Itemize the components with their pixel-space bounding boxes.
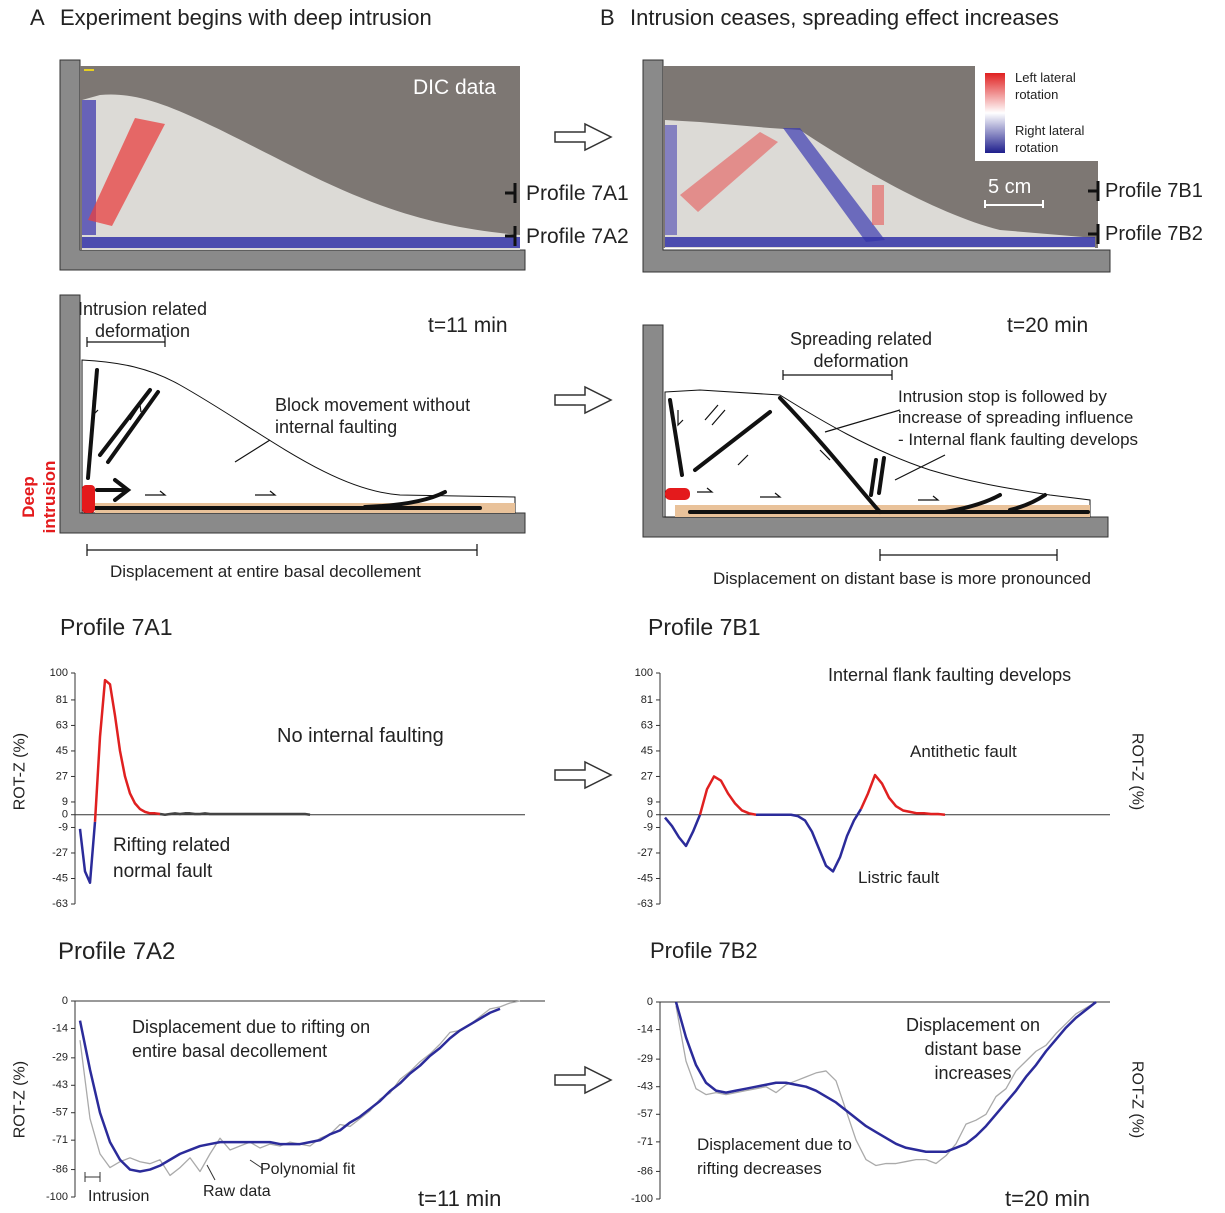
y-tick-label: -14 — [52, 1022, 68, 1034]
dic-image-b — [642, 59, 1111, 273]
y-tick-label: 27 — [56, 770, 68, 782]
y-axis-label: ROT-Z (%) — [11, 1060, 29, 1139]
y-tick-label: -29 — [637, 1053, 653, 1065]
annotation: Intrusion — [88, 1188, 150, 1205]
annotation: Displacement due to rifting on entire ba… — [132, 1017, 371, 1061]
annotation: Spreading related deformation — [789, 329, 933, 371]
y-tick-label: 63 — [56, 719, 68, 731]
y-tick-label: 45 — [641, 745, 653, 757]
data-line — [664, 808, 863, 873]
y-tick-label: 100 — [50, 667, 68, 679]
diagram-b — [642, 324, 1109, 561]
annotation: Intrusion related deformation — [77, 299, 208, 341]
y-tick-label: -57 — [637, 1108, 653, 1120]
time-label: t=20 min — [1005, 1186, 1090, 1211]
annotation: Displacement on distant base increases — [905, 1015, 1041, 1083]
chart-title: Profile 7B1 — [648, 614, 761, 640]
data-line — [93, 678, 161, 822]
panel-label: A — [30, 5, 45, 30]
annotation: Raw data — [203, 1183, 271, 1200]
y-tick-label: -27 — [52, 847, 68, 859]
y-tick-label: 9 — [62, 796, 68, 808]
panel-title: Intrusion ceases, spreading effect incre… — [630, 5, 1059, 30]
y-tick-label: -9 — [58, 821, 68, 833]
time-label: t=20 min — [1007, 314, 1089, 337]
y-tick-label: -45 — [637, 872, 653, 884]
data-line — [675, 1001, 1097, 1167]
y-tick-label: 0 — [62, 995, 68, 1007]
y-tick-label: -71 — [637, 1136, 653, 1148]
annotation: Intrusion stop is followed by increase o… — [898, 387, 1134, 427]
y-tick-label: 0 — [62, 809, 68, 821]
y-tick-label: -86 — [52, 1163, 68, 1175]
y-tick-label: -63 — [637, 898, 653, 910]
annotation: Listric fault — [858, 868, 940, 887]
profile-label: Profile 7B2 — [1105, 223, 1203, 245]
dic-label: DIC data — [413, 76, 496, 99]
legend-entry: Right lateral rotation — [1015, 123, 1085, 155]
annotation: Displacement on distant base is more pro… — [713, 569, 1091, 588]
y-tick-label: -63 — [52, 898, 68, 910]
y-tick-label: 81 — [56, 694, 68, 706]
charts: 1008163452790-9-27-45-631008163452790-9-… — [46, 667, 1110, 1205]
y-axis-label: ROT-Z (%) — [1128, 732, 1146, 811]
annotation: Antithetic fault — [910, 742, 1017, 761]
y-tick-label: 100 — [635, 667, 653, 679]
chart-title: Profile 7B2 — [650, 938, 758, 963]
panel-label: B — [600, 5, 615, 30]
data-line — [698, 773, 946, 816]
annotation: Internal flank faulting develops — [828, 665, 1072, 685]
time-label: t=11 min — [418, 1186, 502, 1211]
y-tick-label: -43 — [52, 1079, 68, 1091]
y-tick-label: 81 — [641, 694, 653, 706]
scale-label: 5 cm — [988, 176, 1032, 198]
annotation: Block movement without internal faulting — [275, 395, 471, 437]
annotation: No internal faulting — [277, 725, 444, 747]
profile-label: Profile 7A1 — [526, 182, 629, 205]
time-label: t=11 min — [428, 314, 508, 337]
y-tick-label: 45 — [56, 745, 68, 757]
profile-label: Profile 7A2 — [526, 225, 629, 248]
annotation: Displacement at entire basal decollement — [110, 562, 421, 581]
data-line — [78, 821, 97, 884]
y-tick-label: 9 — [647, 796, 653, 808]
annotation: Polynomial fit — [260, 1161, 356, 1178]
y-tick-label: -86 — [637, 1165, 653, 1177]
panel-title: Experiment begins with deep intrusion — [60, 5, 432, 30]
dic-image-a — [59, 59, 526, 271]
y-tick-label: 63 — [641, 719, 653, 731]
data-line — [159, 812, 311, 816]
annotation: Rifting related normal fault — [113, 835, 231, 882]
y-tick-label: -9 — [643, 821, 653, 833]
y-tick-label: -14 — [637, 1023, 653, 1035]
y-tick-label: -43 — [637, 1081, 653, 1093]
y-tick-label: -45 — [52, 872, 68, 884]
profile-label: Profile 7B1 — [1105, 180, 1203, 202]
y-tick-label: -100 — [631, 1193, 653, 1205]
y-tick-label: -100 — [46, 1191, 68, 1203]
chart-title: Profile 7A2 — [58, 938, 176, 965]
annotation: Displacement due to rifting decreases — [697, 1135, 852, 1178]
y-axis-label: ROT-Z (%) — [11, 732, 29, 811]
arrows — [554, 122, 613, 1095]
leader-lines — [84, 1159, 263, 1182]
y-tick-label: -71 — [52, 1134, 68, 1146]
legend-entry: Left lateral rotation — [1015, 70, 1076, 102]
y-tick-label: 27 — [641, 770, 653, 782]
y-tick-label: -29 — [52, 1052, 68, 1064]
y-tick-label: -57 — [52, 1107, 68, 1119]
data-line — [674, 1001, 1097, 1153]
annotation: - Internal flank faulting develops — [898, 430, 1139, 449]
data-line — [78, 1007, 501, 1173]
y-axis-label: ROT-Z (%) — [1128, 1060, 1146, 1139]
y-tick-label: -27 — [637, 847, 653, 859]
diagram-a — [59, 294, 526, 556]
chart-title: Profile 7A1 — [60, 614, 173, 640]
y-tick-label: 0 — [647, 809, 653, 821]
y-tick-label: 0 — [647, 996, 653, 1008]
annotation: Deep intrusion — [19, 460, 59, 534]
